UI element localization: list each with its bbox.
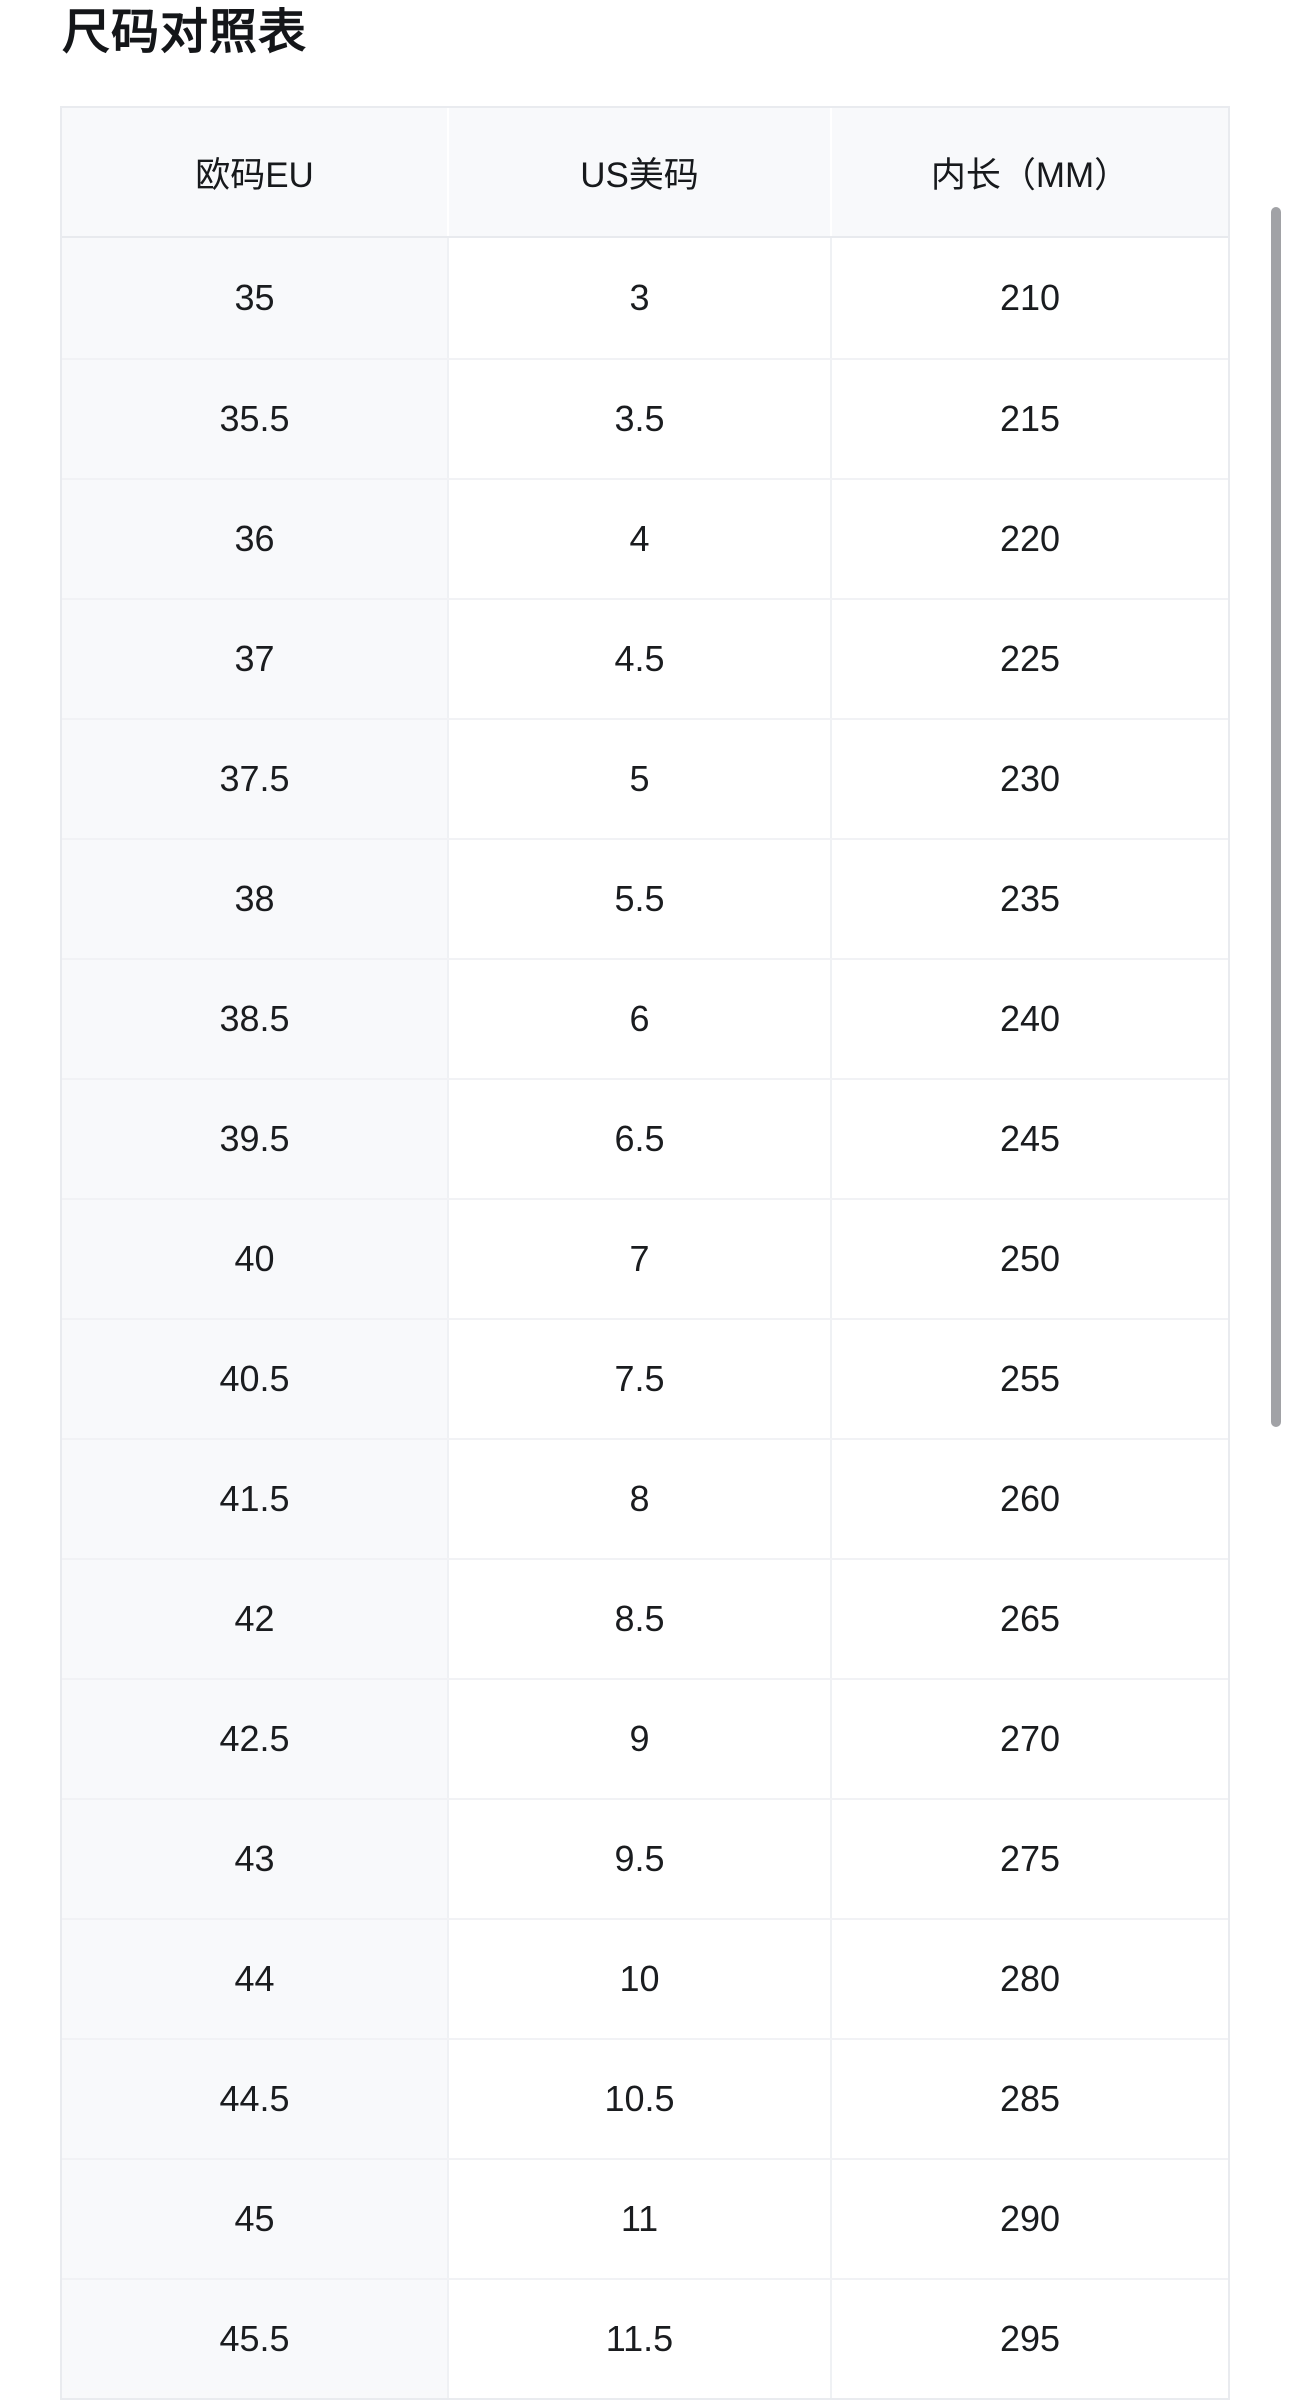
cell-eu: 44.5 (62, 2040, 447, 2158)
cell-mm: 270 (830, 1680, 1228, 1798)
table-row: 41.5 8 260 (62, 1438, 1228, 1558)
cell-mm: 235 (830, 840, 1228, 958)
cell-us: 9 (447, 1680, 830, 1798)
header-cell-mm: 内长（MM） (830, 108, 1228, 236)
table-row: 37.5 5 230 (62, 718, 1228, 838)
cell-eu: 35.5 (62, 360, 447, 478)
cell-mm: 215 (830, 360, 1228, 478)
table-row: 38.5 6 240 (62, 958, 1228, 1078)
cell-mm: 210 (830, 238, 1228, 358)
table-row: 44.5 10.5 285 (62, 2038, 1228, 2158)
table-row: 42 8.5 265 (62, 1558, 1228, 1678)
cell-eu: 44 (62, 1920, 447, 2038)
table-body: 35 3 210 35.5 3.5 215 36 4 220 37 4.5 22… (62, 238, 1228, 2398)
table-row: 44 10 280 (62, 1918, 1228, 2038)
cell-mm: 240 (830, 960, 1228, 1078)
cell-us: 5.5 (447, 840, 830, 958)
cell-eu: 41.5 (62, 1440, 447, 1558)
cell-eu: 36 (62, 480, 447, 598)
table-row: 40.5 7.5 255 (62, 1318, 1228, 1438)
table-row: 45 11 290 (62, 2158, 1228, 2278)
cell-us: 9.5 (447, 1800, 830, 1918)
cell-eu: 43 (62, 1800, 447, 1918)
cell-us: 7 (447, 1200, 830, 1318)
table-row: 39.5 6.5 245 (62, 1078, 1228, 1198)
table-row: 38 5.5 235 (62, 838, 1228, 958)
table-row: 43 9.5 275 (62, 1798, 1228, 1918)
cell-us: 11 (447, 2160, 830, 2278)
cell-us: 3.5 (447, 360, 830, 478)
cell-us: 6.5 (447, 1080, 830, 1198)
cell-eu: 35 (62, 238, 447, 358)
cell-us: 4 (447, 480, 830, 598)
table-row: 42.5 9 270 (62, 1678, 1228, 1798)
cell-eu: 42 (62, 1560, 447, 1678)
cell-mm: 280 (830, 1920, 1228, 2038)
cell-mm: 255 (830, 1320, 1228, 1438)
table-row: 36 4 220 (62, 478, 1228, 598)
cell-eu: 45.5 (62, 2280, 447, 2398)
cell-mm: 245 (830, 1080, 1228, 1198)
cell-us: 3 (447, 238, 830, 358)
cell-eu: 39.5 (62, 1080, 447, 1198)
cell-eu: 40 (62, 1200, 447, 1318)
table-row: 35 3 210 (62, 238, 1228, 358)
header-cell-us: US美码 (447, 108, 830, 236)
size-table: 欧码EU US美码 内长（MM） 35 3 210 35.5 3.5 215 3… (60, 106, 1230, 2400)
table-row: 40 7 250 (62, 1198, 1228, 1318)
table-row: 37 4.5 225 (62, 598, 1228, 718)
cell-us: 4.5 (447, 600, 830, 718)
table-row: 45.5 11.5 295 (62, 2278, 1228, 2398)
cell-mm: 290 (830, 2160, 1228, 2278)
cell-us: 5 (447, 720, 830, 838)
cell-eu: 40.5 (62, 1320, 447, 1438)
table-row: 35.5 3.5 215 (62, 358, 1228, 478)
cell-us: 7.5 (447, 1320, 830, 1438)
header-cell-eu: 欧码EU (62, 108, 447, 236)
cell-eu: 38.5 (62, 960, 447, 1078)
cell-eu: 45 (62, 2160, 447, 2278)
cell-mm: 265 (830, 1560, 1228, 1678)
cell-us: 11.5 (447, 2280, 830, 2398)
cell-mm: 285 (830, 2040, 1228, 2158)
cell-mm: 295 (830, 2280, 1228, 2398)
scrollbar-thumb[interactable] (1271, 207, 1281, 1427)
cell-eu: 37.5 (62, 720, 447, 838)
cell-eu: 38 (62, 840, 447, 958)
cell-mm: 220 (830, 480, 1228, 598)
cell-us: 10 (447, 1920, 830, 2038)
cell-mm: 225 (830, 600, 1228, 718)
cell-us: 6 (447, 960, 830, 1078)
cell-us: 8.5 (447, 1560, 830, 1678)
cell-mm: 250 (830, 1200, 1228, 1318)
cell-eu: 42.5 (62, 1680, 447, 1798)
cell-eu: 37 (62, 600, 447, 718)
cell-us: 8 (447, 1440, 830, 1558)
table-header-row: 欧码EU US美码 内长（MM） (62, 108, 1228, 238)
cell-us: 10.5 (447, 2040, 830, 2158)
cell-mm: 275 (830, 1800, 1228, 1918)
page-title: 尺码对照表 (62, 6, 308, 59)
cell-mm: 260 (830, 1440, 1228, 1558)
cell-mm: 230 (830, 720, 1228, 838)
